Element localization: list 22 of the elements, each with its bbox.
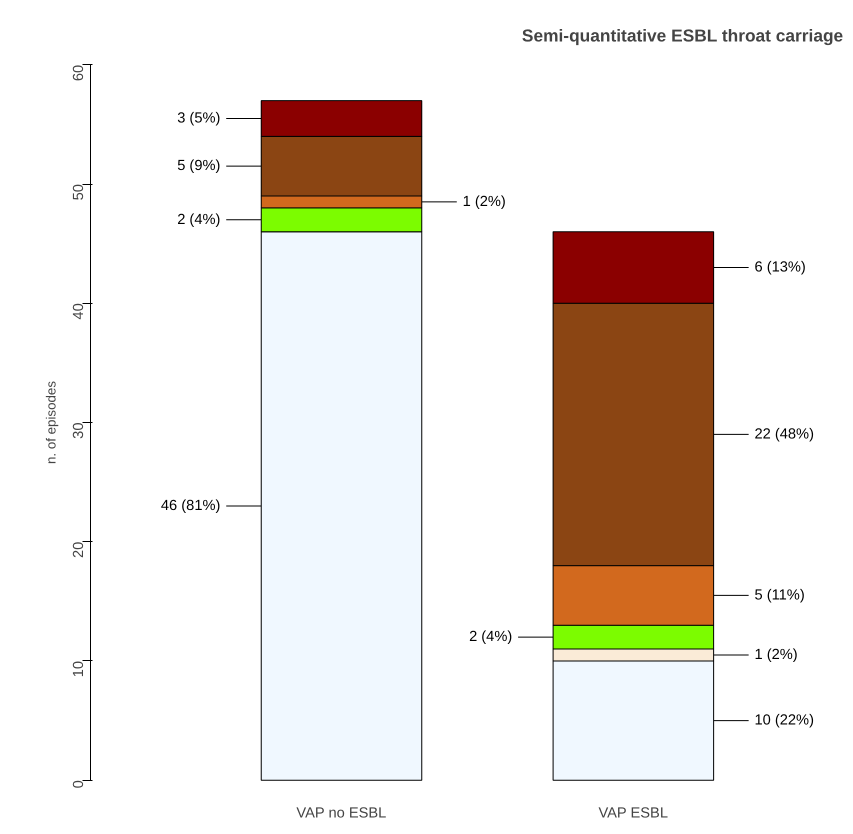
data-label: 46 (81%)	[160, 498, 220, 514]
y-tick-label: 30	[71, 422, 87, 439]
data-label: 6 (13%)	[754, 260, 806, 276]
x-tick-label: VAP no ESBL	[296, 806, 386, 822]
data-label: 1 (2%)	[462, 194, 506, 210]
data-label: 5 (11%)	[754, 587, 805, 604]
y-tick-label: 60	[71, 64, 87, 82]
y-tick-label: 10	[71, 660, 87, 678]
x-tick-label: VAP ESBL	[598, 806, 668, 822]
y-axis-title: n. of episodes	[44, 380, 58, 464]
chart-title: Semi-quantitative ESBL throat carriage	[522, 26, 844, 46]
y-tick-label: 0	[71, 780, 87, 788]
data-label: 2 (4%)	[469, 629, 512, 646]
y-tick-label: 50	[71, 184, 87, 200]
y-tick-label: 40	[71, 303, 87, 320]
data-label: 22 (48%)	[754, 426, 814, 442]
data-label: 2 (4%)	[177, 212, 220, 228]
data-label: 1 (2%)	[754, 647, 798, 663]
data-label: 5 (9%)	[177, 158, 220, 174]
data-label: 10 (22%)	[754, 712, 814, 729]
y-tick-label: 20	[71, 542, 87, 558]
data-label: 3 (5%)	[177, 110, 220, 126]
